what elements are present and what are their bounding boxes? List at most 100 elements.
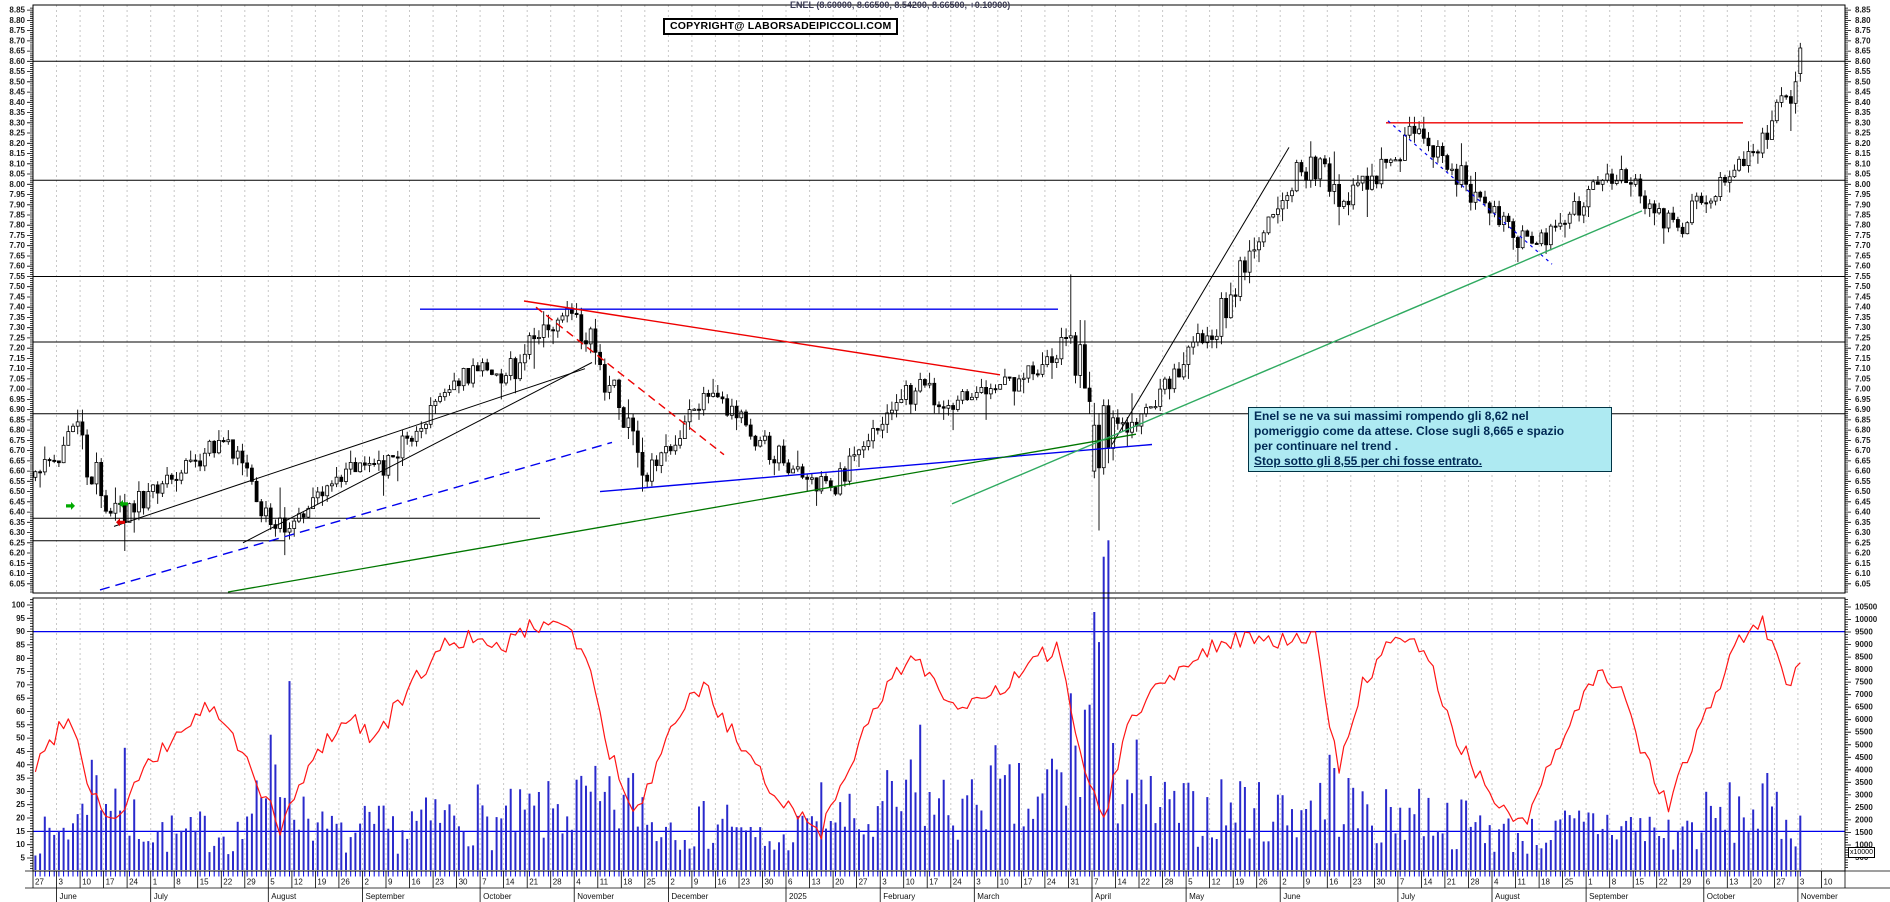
svg-text:7.80: 7.80 bbox=[1855, 221, 1871, 230]
svg-text:6.05: 6.05 bbox=[1855, 579, 1871, 588]
svg-text:30: 30 bbox=[1376, 878, 1385, 887]
svg-text:7.40: 7.40 bbox=[9, 303, 25, 312]
svg-text:16: 16 bbox=[1329, 878, 1338, 887]
svg-text:40: 40 bbox=[16, 760, 25, 769]
annotation-line-stop: Stop sotto gli 8,55 per chi fosse entrat… bbox=[1254, 454, 1483, 468]
svg-text:6.15: 6.15 bbox=[1855, 559, 1871, 568]
svg-text:7.05: 7.05 bbox=[1855, 374, 1871, 383]
svg-text:8.30: 8.30 bbox=[9, 118, 25, 127]
svg-text:7.30: 7.30 bbox=[9, 323, 25, 332]
svg-text:5: 5 bbox=[270, 878, 275, 887]
svg-text:7.90: 7.90 bbox=[9, 200, 25, 209]
svg-text:8.45: 8.45 bbox=[1855, 88, 1871, 97]
svg-text:10: 10 bbox=[16, 840, 25, 849]
svg-text:3: 3 bbox=[976, 878, 981, 887]
svg-text:11: 11 bbox=[600, 878, 609, 887]
svg-text:8.35: 8.35 bbox=[9, 108, 25, 117]
svg-text:10: 10 bbox=[1000, 878, 1009, 887]
svg-text:6.20: 6.20 bbox=[9, 549, 25, 558]
svg-text:1500: 1500 bbox=[1855, 828, 1873, 837]
svg-text:18: 18 bbox=[1541, 878, 1550, 887]
svg-text:6.30: 6.30 bbox=[9, 528, 25, 537]
svg-text:7.40: 7.40 bbox=[1855, 303, 1871, 312]
svg-text:6.40: 6.40 bbox=[9, 508, 25, 517]
svg-text:7.60: 7.60 bbox=[1855, 262, 1871, 271]
svg-text:17: 17 bbox=[929, 878, 938, 887]
svg-text:29: 29 bbox=[247, 878, 256, 887]
svg-text:22: 22 bbox=[1659, 878, 1668, 887]
svg-text:10: 10 bbox=[82, 878, 91, 887]
svg-text:8.05: 8.05 bbox=[9, 170, 25, 179]
svg-text:December: December bbox=[671, 892, 708, 901]
svg-text:50: 50 bbox=[16, 734, 25, 743]
svg-text:July: July bbox=[1401, 892, 1415, 901]
svg-text:June: June bbox=[60, 892, 78, 901]
svg-text:10500: 10500 bbox=[1855, 603, 1878, 612]
svg-text:26: 26 bbox=[341, 878, 350, 887]
svg-text:27: 27 bbox=[859, 878, 868, 887]
svg-text:8.15: 8.15 bbox=[1855, 149, 1871, 158]
svg-text:7.80: 7.80 bbox=[9, 221, 25, 230]
svg-text:30: 30 bbox=[765, 878, 774, 887]
svg-text:23: 23 bbox=[435, 878, 444, 887]
svg-text:28: 28 bbox=[1165, 878, 1174, 887]
svg-text:4: 4 bbox=[1494, 878, 1499, 887]
svg-text:July: July bbox=[154, 892, 168, 901]
svg-text:8.45: 8.45 bbox=[9, 88, 25, 97]
svg-text:8: 8 bbox=[1612, 878, 1617, 887]
svg-text:6.85: 6.85 bbox=[1855, 415, 1871, 424]
svg-text:8.65: 8.65 bbox=[1855, 47, 1871, 56]
svg-text:13: 13 bbox=[1729, 878, 1738, 887]
svg-text:8.00: 8.00 bbox=[1855, 180, 1871, 189]
svg-text:6.25: 6.25 bbox=[1855, 538, 1871, 547]
svg-text:7.65: 7.65 bbox=[9, 252, 25, 261]
svg-text:7.50: 7.50 bbox=[1855, 282, 1871, 291]
svg-text:3: 3 bbox=[1800, 878, 1805, 887]
svg-text:6.85: 6.85 bbox=[9, 415, 25, 424]
oscillator-axis-labels: 5 10 15 20 25 30 35 40 45 50 55 60 65 70 75 80 85 90 95 100 bbox=[12, 601, 26, 863]
svg-text:4: 4 bbox=[576, 878, 581, 887]
svg-text:8.80: 8.80 bbox=[9, 16, 25, 25]
svg-text:7.10: 7.10 bbox=[9, 364, 25, 373]
svg-text:35: 35 bbox=[16, 774, 25, 783]
svg-text:6500: 6500 bbox=[1855, 703, 1873, 712]
svg-text:17: 17 bbox=[1023, 878, 1032, 887]
svg-text:7.05: 7.05 bbox=[9, 374, 25, 383]
svg-text:6.50: 6.50 bbox=[9, 487, 25, 496]
svg-text:6.75: 6.75 bbox=[1855, 436, 1871, 445]
svg-text:6.95: 6.95 bbox=[1855, 395, 1871, 404]
volume-bars bbox=[34, 540, 1802, 870]
svg-text:8.60: 8.60 bbox=[1855, 57, 1871, 66]
svg-text:6.10: 6.10 bbox=[1855, 569, 1871, 578]
svg-text:14: 14 bbox=[1118, 878, 1127, 887]
svg-text:7.45: 7.45 bbox=[9, 293, 25, 302]
svg-text:3000: 3000 bbox=[1855, 790, 1873, 799]
annotation-line-2: pomeriggio come da attese. Close sugli 8… bbox=[1254, 424, 1565, 438]
svg-text:25: 25 bbox=[16, 800, 25, 809]
svg-text:30: 30 bbox=[16, 787, 25, 796]
svg-text:8.55: 8.55 bbox=[1855, 67, 1871, 76]
gridlines bbox=[32, 5, 1846, 871]
svg-text:7.10: 7.10 bbox=[1855, 364, 1871, 373]
annotation-note: Enel se ne va sui massimi rompendo gli 8… bbox=[1248, 407, 1612, 472]
svg-text:8.70: 8.70 bbox=[9, 36, 25, 45]
svg-text:23: 23 bbox=[741, 878, 750, 887]
svg-text:31: 31 bbox=[1070, 878, 1079, 887]
svg-text:6: 6 bbox=[1706, 878, 1711, 887]
svg-text:6.70: 6.70 bbox=[1855, 446, 1871, 455]
svg-text:7.85: 7.85 bbox=[9, 211, 25, 220]
svg-text:8.75: 8.75 bbox=[9, 26, 25, 35]
svg-text:9: 9 bbox=[1306, 878, 1311, 887]
svg-text:7.00: 7.00 bbox=[9, 385, 25, 394]
svg-text:1: 1 bbox=[1588, 878, 1593, 887]
svg-text:65: 65 bbox=[16, 694, 25, 703]
svg-text:5: 5 bbox=[1188, 878, 1193, 887]
svg-text:8.50: 8.50 bbox=[1855, 77, 1871, 86]
svg-text:27: 27 bbox=[35, 878, 44, 887]
svg-text:16: 16 bbox=[412, 878, 421, 887]
svg-text:9: 9 bbox=[694, 878, 699, 887]
svg-text:20: 20 bbox=[835, 878, 844, 887]
svg-text:2000: 2000 bbox=[1855, 815, 1873, 824]
